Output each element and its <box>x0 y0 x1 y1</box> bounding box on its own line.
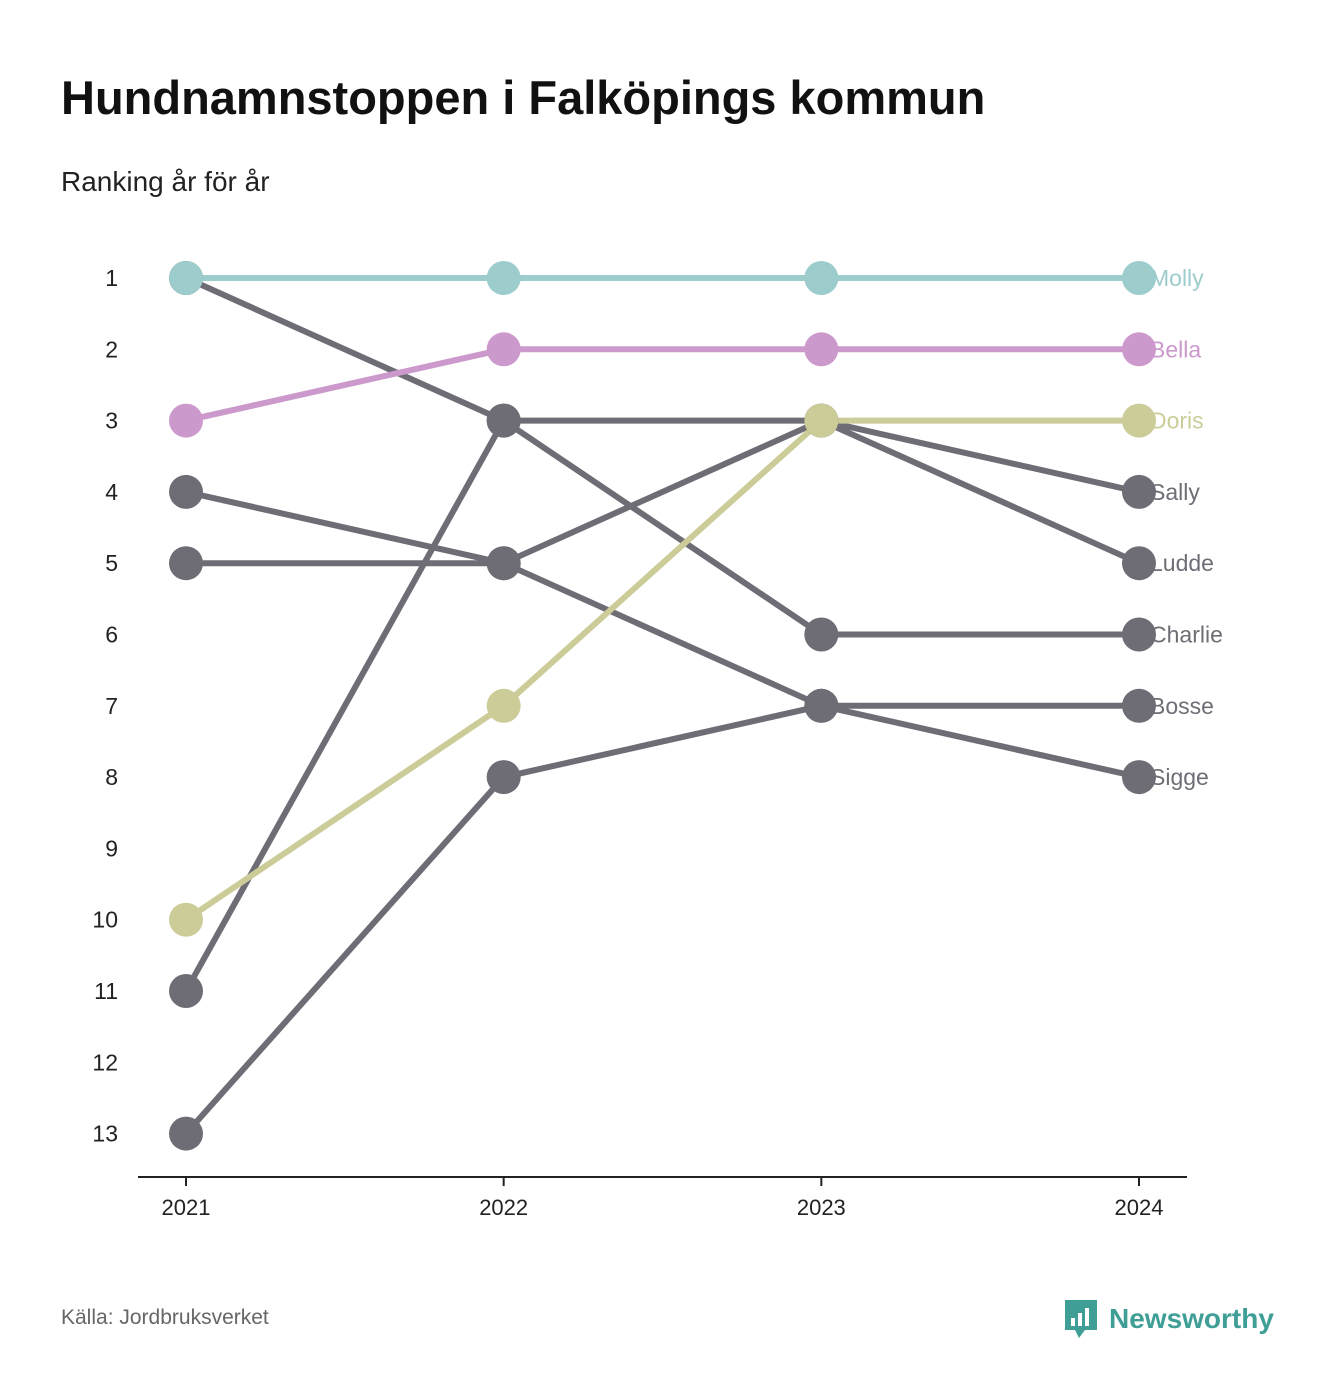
y-tick-label: 11 <box>94 978 118 1004</box>
chart-subtitle: Ranking år för år <box>61 166 270 197</box>
x-tick-label: 2023 <box>797 1195 846 1220</box>
point-bosse <box>169 1116 203 1151</box>
point-sigge <box>1122 760 1156 795</box>
series-label-doris: Doris <box>1150 408 1204 434</box>
point-sally <box>1122 474 1156 509</box>
series-labels: Charlie Sally Ludde Sigge Bosse Doris Bella Mol… <box>1150 265 1223 790</box>
y-tick-label: 9 <box>105 835 118 861</box>
chart-title: Hundnamnstoppen i Falköpings kommun <box>61 71 986 124</box>
series-label-bella: Bella <box>1150 336 1201 362</box>
point-sally <box>169 974 203 1008</box>
y-tick-label: 4 <box>105 479 118 505</box>
point-bosse <box>1122 688 1156 723</box>
point-bosse <box>804 688 839 723</box>
point-molly <box>804 261 839 295</box>
newsworthy-logo-icon <box>1065 1300 1097 1338</box>
series-line-charlie <box>183 275 1142 638</box>
point-bella <box>1122 332 1156 367</box>
point-bella <box>486 332 521 367</box>
point-molly <box>1122 261 1156 295</box>
series-lines <box>183 275 1142 1137</box>
point-sigge <box>169 474 203 509</box>
y-tick-label: 10 <box>92 907 118 933</box>
brand[interactable]: Newsworthy <box>1063 1298 1274 1340</box>
series-line-bella <box>183 346 1142 424</box>
series-label-bosse: Bosse <box>1150 693 1214 719</box>
y-tick-label: 8 <box>105 764 118 790</box>
point-charlie <box>1122 617 1156 652</box>
series-line-ludde <box>183 417 1142 567</box>
y-tick-label: 6 <box>105 622 118 648</box>
source-note: Källa: Jordbruksverket <box>61 1306 269 1329</box>
x-tick-label: 2022 <box>479 1195 528 1220</box>
y-tick-label: 1 <box>105 265 118 291</box>
point-sally <box>486 403 521 438</box>
x-tick-label: 2024 <box>1115 1195 1164 1220</box>
series-points <box>169 261 1156 1151</box>
point-bella <box>169 403 203 438</box>
x-tick-label: 2021 <box>162 1195 211 1220</box>
point-sigge <box>486 546 521 581</box>
y-tick-label: 5 <box>105 550 118 576</box>
y-tick-label: 3 <box>105 408 118 434</box>
point-doris <box>169 902 203 937</box>
brand-name: Newsworthy <box>1109 1303 1274 1334</box>
y-tick-label: 12 <box>92 1049 118 1075</box>
point-doris <box>1122 403 1156 438</box>
series-line-bosse <box>183 702 1142 1137</box>
series-label-sally: Sally <box>1150 479 1200 505</box>
point-molly <box>486 261 521 295</box>
point-bosse <box>486 760 521 795</box>
x-axis-ticks: 2021 2022 2023 2024 <box>162 1177 1164 1220</box>
y-tick-label: 2 <box>105 336 118 362</box>
series-line-sally <box>183 417 1142 994</box>
point-ludde <box>1122 546 1156 581</box>
point-doris <box>486 688 521 723</box>
point-charlie <box>804 617 839 652</box>
point-bella <box>804 332 839 367</box>
point-doris <box>804 403 839 438</box>
series-label-sigge: Sigge <box>1150 764 1209 790</box>
point-molly <box>169 261 203 295</box>
y-tick-label: 7 <box>105 693 118 719</box>
series-line-sigge <box>183 488 1142 781</box>
series-label-ludde: Ludde <box>1150 550 1214 576</box>
point-ludde <box>169 546 203 581</box>
series-label-molly: Molly <box>1150 265 1204 291</box>
y-tick-label: 13 <box>92 1121 118 1147</box>
series-line-doris <box>183 417 1142 923</box>
series-label-charlie: Charlie <box>1150 622 1223 648</box>
